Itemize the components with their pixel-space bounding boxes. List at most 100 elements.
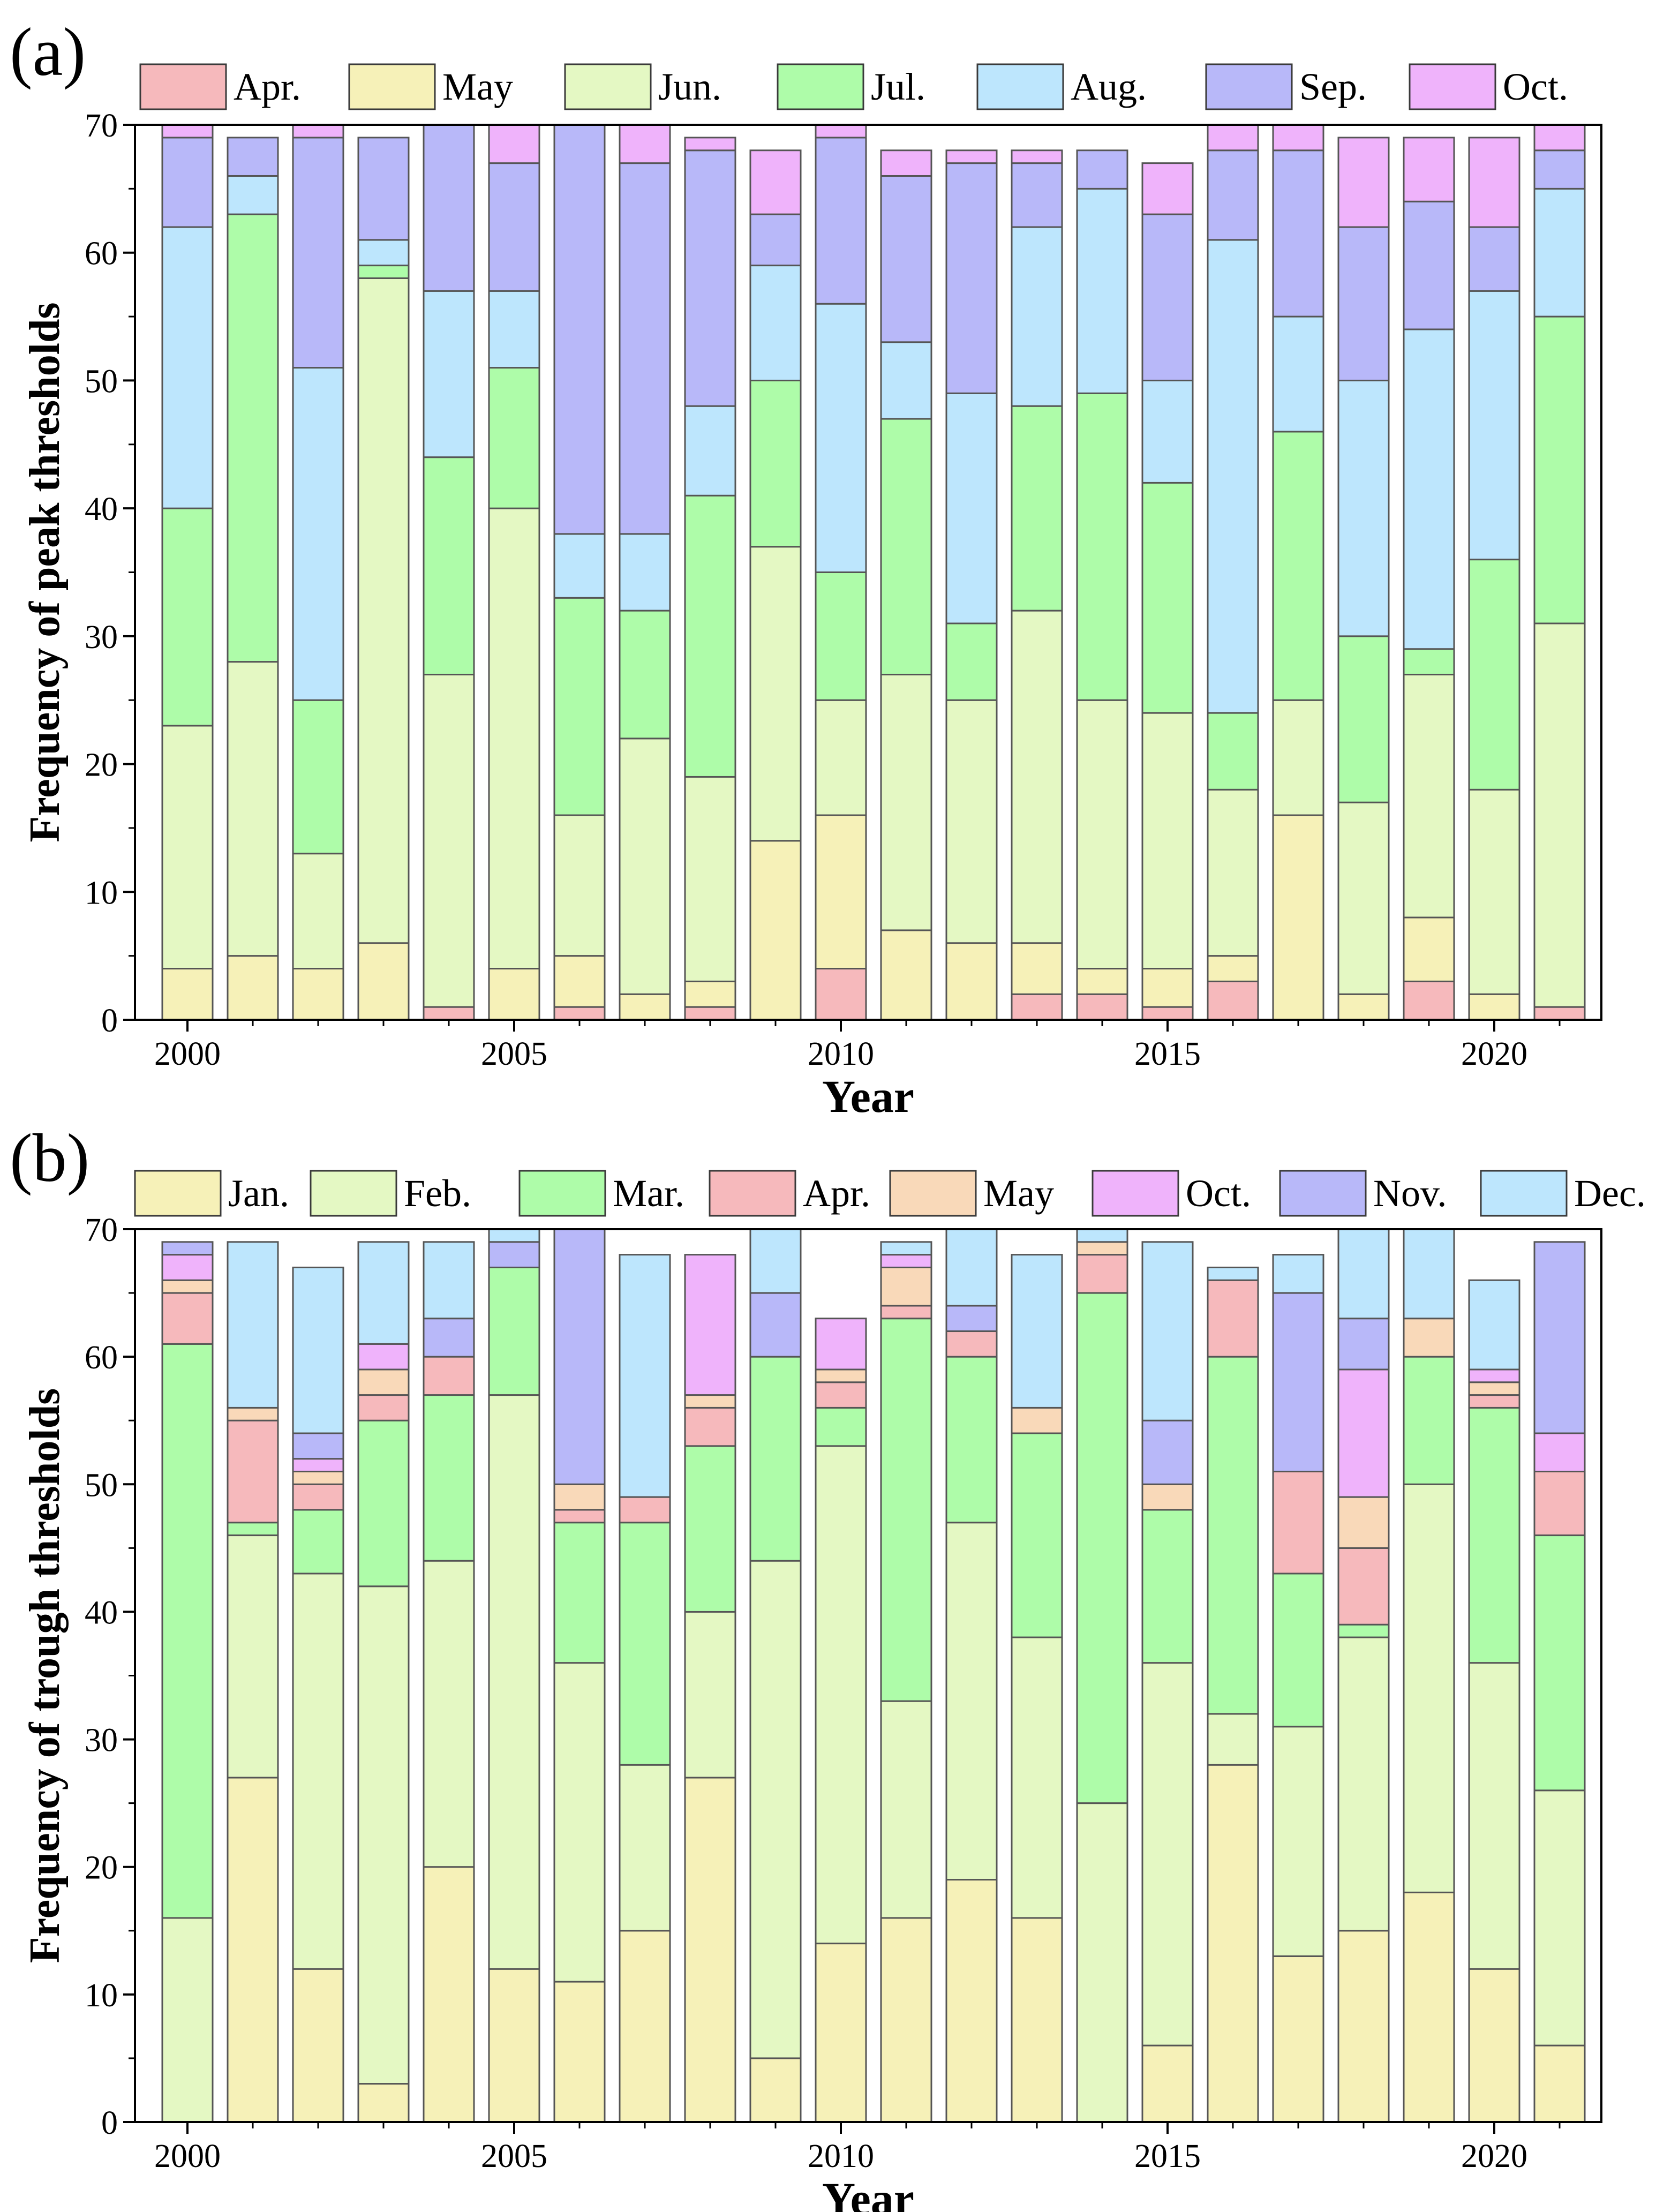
bar-segment: 2006 Jul.: 17 xyxy=(553,597,606,816)
bar-segment: 2015 Sep.: 13 xyxy=(1141,213,1194,381)
y-tick-label: 70 xyxy=(85,1212,118,1248)
bar-segment: 2020 Aug.: 21 xyxy=(1468,290,1520,561)
legend-swatch xyxy=(134,1170,222,1217)
y-tick-label: 10 xyxy=(85,1977,118,2014)
bar-segment: 2009 Jan.: 5 xyxy=(749,2057,802,2123)
bar-segment: 2012 Jun.: 19 xyxy=(945,699,998,944)
bar-segment: 2017 Sep.: 13 xyxy=(1272,149,1324,318)
bar-segment: 2015 Jun.: 20 xyxy=(1141,712,1194,970)
bar-segment: 2008 Oct.: 11 xyxy=(684,1254,736,1396)
legend-label: Mar. xyxy=(613,1172,684,1215)
bar-segment: 2006 Jan.: 11 xyxy=(553,1981,606,2123)
bar-segment: 2014 Jun.: 21 xyxy=(1076,699,1128,970)
bar-segment: 2005 Oct.: 3 xyxy=(488,124,540,164)
bar-segment: 2017 Dec.: 3 xyxy=(1272,1254,1324,1294)
bar-segment: 2015 Oct.: 4 xyxy=(1141,162,1194,215)
bar-segment: 2008 Apr.: 3 xyxy=(684,1406,736,1447)
bar-segment: 2000 Mar.: 45 xyxy=(161,1343,214,1919)
bar-segment: 2010 May: 12 xyxy=(815,814,867,970)
x-axis: 2000 2005 2010 2015 2020 xyxy=(154,2122,1561,2175)
bar-segment: 2010 Jan.: 14 xyxy=(815,1943,867,2123)
bar-segment: 2017 Aug.: 9 xyxy=(1272,315,1324,433)
bar-segment: 2021 Feb.: 20 xyxy=(1533,1789,1586,2047)
bar-segment: 2011 Dec.: 1 xyxy=(880,1241,932,1256)
bar-segment: 2015 Jul.: 18 xyxy=(1141,481,1194,714)
x-tick-label: 2020 xyxy=(1461,1036,1527,1072)
legend-label: Sep. xyxy=(1299,65,1367,108)
bar-segment: 2011 May: 7 xyxy=(880,929,932,1021)
bar-segment: 2004 Mar.: 13 xyxy=(423,1394,475,1562)
bar-segment: 2002 Oct.: 1 xyxy=(292,124,344,139)
bar-segment: 2004 Jan.: 20 xyxy=(423,1866,475,2123)
bar-segment: 2003 Apr.: 2 xyxy=(357,1394,410,1421)
bar-segment: 2010 Jun.: 9 xyxy=(815,699,867,816)
bar-segment: 2015 Mar.: 12 xyxy=(1141,1509,1194,1664)
bar-segment: 2021 Apr.: 1 xyxy=(1533,1006,1586,1021)
bar-segment: 2018 Jul.: 13 xyxy=(1337,635,1390,803)
bar-segment: 2003 Sep.: 8 xyxy=(357,137,410,241)
bar-segment: 2011 Jul.: 20 xyxy=(880,418,932,675)
bar-segment: 2011 Mar.: 30 xyxy=(880,1318,932,1702)
bar-segment: 2019 Jun.: 19 xyxy=(1403,673,1455,919)
bar-segment: 2015 May: 2 xyxy=(1141,1483,1194,1511)
bar-segment: 2012 Apr.: 2 xyxy=(945,1330,998,1358)
legend: Jan. Feb. Mar. Apr. May Oct. Nov. Dec. xyxy=(134,1170,1646,1217)
bar-segment: 2005 Sep.: 10 xyxy=(488,162,540,292)
y-tick-label: 40 xyxy=(85,491,118,528)
bar-segment: 2015 Jan.: 6 xyxy=(1141,2044,1194,2123)
bar-segment: 2021 Sep.: 3 xyxy=(1533,149,1586,190)
bar-segment: 2001 Jun.: 23 xyxy=(227,661,279,957)
bar-segment: 2004 Jul.: 17 xyxy=(423,456,475,675)
bar-segment: 2001 Aug.: 3 xyxy=(227,175,279,215)
legend-item: May xyxy=(889,1170,1054,1217)
bar-segment: 2015 Feb.: 30 xyxy=(1141,1662,1194,2047)
x-tick-label: 2015 xyxy=(1134,1036,1201,1072)
bar-segment: 2006 Aug.: 5 xyxy=(553,533,606,599)
bar-segment: 2006 Mar.: 11 xyxy=(553,1522,606,1664)
bar-segment: 2015 Aug.: 8 xyxy=(1141,379,1194,484)
bar-segment: 2007 Aug.: 6 xyxy=(619,533,671,612)
x-axis-title: Year xyxy=(822,1071,914,1122)
bar-segment: 2019 Apr.: 3 xyxy=(1403,980,1455,1021)
bar-segment: 2014 Jul.: 24 xyxy=(1076,392,1128,701)
bar-segment: 2003 May: 6 xyxy=(357,942,410,1021)
bar-segment: 2020 May: 2 xyxy=(1468,993,1520,1021)
legend-swatch xyxy=(976,63,1064,110)
bar-segment: 2010 May: 1 xyxy=(815,1368,867,1383)
legend-label: Apr. xyxy=(234,65,301,108)
y-tick-label: 60 xyxy=(85,236,118,272)
bar-segment: 2001 Feb.: 19 xyxy=(227,1534,279,1779)
legend-swatch xyxy=(1480,1170,1568,1217)
bar-segment: 2004 Aug.: 13 xyxy=(423,290,475,458)
bar-segment: 2016 Jan.: 28 xyxy=(1207,1764,1259,2123)
bar-segment: 2019 Mar.: 10 xyxy=(1403,1356,1455,1485)
bar-segment: 2009 Jun.: 23 xyxy=(749,546,802,842)
bar-segment: 2021 Mar.: 20 xyxy=(1533,1534,1586,1792)
legend-swatch xyxy=(1279,1170,1367,1217)
legend-item: Jun. xyxy=(564,63,721,110)
y-axis: 0 10 20 30 40 50 60 70 xyxy=(85,108,135,1039)
bar-segment: 2003 Oct.: 2 xyxy=(357,1343,410,1371)
bar-segment: 2017 Jun.: 9 xyxy=(1272,699,1324,816)
legend-label: Jul. xyxy=(871,65,925,108)
x-tick-label: 2020 xyxy=(1461,2138,1527,2175)
bar-segment: 2011 Oct.: 1 xyxy=(880,1254,932,1268)
bar-segment: 2007 Sep.: 29 xyxy=(619,162,671,535)
bar-segment: 2003 Jul.: 1 xyxy=(357,265,410,279)
bar-segment: 2003 Dec.: 8 xyxy=(357,1241,410,1345)
bar-segment: 2011 Jun.: 20 xyxy=(880,673,932,931)
bar-segment: 2020 Feb.: 24 xyxy=(1468,1662,1520,1970)
legend-swatch xyxy=(1205,63,1293,110)
y-tick-label: 60 xyxy=(85,1340,118,1376)
bar-segment: 2004 Sep.: 13 xyxy=(423,124,475,292)
bar-segment: 2004 Dec.: 6 xyxy=(423,1241,475,1320)
legend-item: May xyxy=(348,63,513,110)
bar-segment: 2005 Dec.: 1 xyxy=(488,1228,540,1243)
bar-segment: 2013 May: 4 xyxy=(1011,942,1063,995)
y-tick-label: 0 xyxy=(101,1003,118,1039)
y-axis: 0 10 20 30 40 50 60 70 xyxy=(85,1212,135,2141)
legend-item: Dec. xyxy=(1480,1170,1646,1217)
bar-segment: 2019 Jul.: 2 xyxy=(1403,648,1455,675)
bar-segment: 2001 May: 5 xyxy=(227,955,279,1021)
bar-segment: 2020 Apr.: 1 xyxy=(1468,1394,1520,1409)
